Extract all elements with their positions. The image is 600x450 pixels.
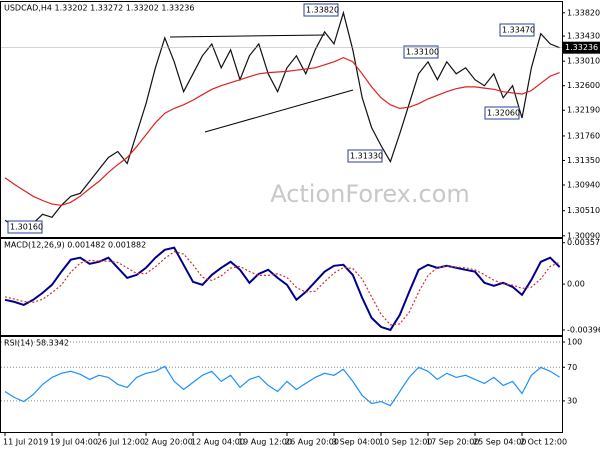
rsi-title: RSI(14) 58.3342 xyxy=(4,339,69,348)
annotation: 1.32060 xyxy=(487,109,520,118)
annotation-box xyxy=(303,3,339,17)
x-tick-label: 17 Sep 20:00 xyxy=(426,438,479,447)
x-tick-label: 2 Oct 12:00 xyxy=(520,438,567,447)
y-tick-label: 70 xyxy=(567,363,577,372)
annotation-box xyxy=(403,45,439,59)
y-tick-label: 1.33820 xyxy=(567,8,600,17)
annotation-box xyxy=(347,149,383,163)
y-tick-label: 1.31350 xyxy=(567,156,600,165)
current-price-tag xyxy=(563,41,600,54)
current-price-label: 1.33236 xyxy=(565,43,598,52)
y-tick-label: 1.30090 xyxy=(567,231,600,240)
series-line xyxy=(4,251,560,326)
annotation-box xyxy=(484,106,520,120)
y-tick-label: 1.30510 xyxy=(567,206,600,215)
macd-title: MACD(12,26,9) 0.001482 0.001882 xyxy=(4,241,146,250)
x-tick-label: 10 Sep 12:00 xyxy=(379,438,432,447)
trend-line xyxy=(169,34,326,38)
x-tick-label: 25 Sep 04:00 xyxy=(473,438,526,447)
y-tick-label: 1.33010 xyxy=(567,57,600,66)
series-line xyxy=(4,365,560,407)
y-tick-label: 100 xyxy=(567,338,582,347)
watermark: ActionForex.com xyxy=(270,180,470,208)
annotation: 1.33470 xyxy=(502,26,535,35)
y-tick-label: 1.32600 xyxy=(567,81,600,90)
y-tick-label: 1.33430 xyxy=(567,32,600,41)
annotation: 1.30160 xyxy=(10,223,43,232)
frames xyxy=(0,1,563,433)
annotation: 1.33100 xyxy=(406,48,439,57)
x-tick-label: 3 Sep 04:00 xyxy=(332,438,380,447)
x-tick-label: 11 Jul 2019 xyxy=(3,438,48,447)
x-tick-label: 12 Aug 04:00 xyxy=(191,438,245,447)
x-tick-label: 19 Aug 12:00 xyxy=(238,438,292,447)
x-tick-label: 2 Aug 20:00 xyxy=(144,438,193,447)
y-tick-label: 0.003579 xyxy=(567,238,600,247)
y-tick-label: 30 xyxy=(567,396,577,405)
y-tick-label: 1.30940 xyxy=(567,180,600,189)
y-tick-label: 1.31760 xyxy=(567,131,600,140)
annotation: 1.31330 xyxy=(350,152,383,161)
series-line xyxy=(4,10,560,233)
annotation: 1.33820 xyxy=(306,6,339,15)
price-title: USDCAD,H4 1.33202 1.33272 1.33202 1.3323… xyxy=(4,4,194,13)
annotation-box xyxy=(7,220,43,234)
y-tick-label: 1.32190 xyxy=(567,106,600,115)
price-frame xyxy=(0,1,563,238)
macd-frame xyxy=(0,238,563,336)
y-tick-label: -0.003966 xyxy=(567,325,600,334)
y-tick-label: 0.00 xyxy=(567,280,585,289)
series-line xyxy=(4,56,560,206)
trend-line xyxy=(204,89,354,133)
x-tick-label: 26 Jul 12:00 xyxy=(97,438,145,447)
trend-lines xyxy=(169,34,354,133)
x-tick-label: 19 Jul 04:00 xyxy=(50,438,98,447)
rsi-frame xyxy=(0,336,563,433)
x-tick-label: 26 Aug 20:00 xyxy=(285,438,339,447)
series-line xyxy=(4,246,561,332)
annotation-box xyxy=(499,23,535,37)
